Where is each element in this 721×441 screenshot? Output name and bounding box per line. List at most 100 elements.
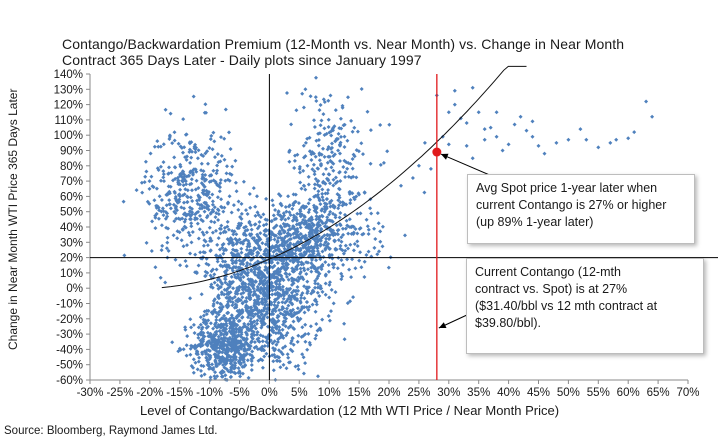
data-point — [608, 140, 613, 145]
callout-contango-line-3: ($31.40/bbl vs 12 mth contract at — [475, 299, 658, 313]
data-point — [305, 289, 310, 294]
data-point — [215, 195, 220, 200]
data-point — [261, 334, 265, 339]
data-point — [290, 258, 295, 263]
data-point — [296, 260, 300, 265]
data-point — [155, 139, 160, 144]
data-point — [227, 284, 232, 289]
data-point — [305, 347, 310, 352]
data-point — [241, 360, 246, 364]
data-point — [280, 300, 285, 305]
data-point — [269, 260, 274, 265]
data-point — [303, 339, 308, 344]
data-point — [213, 155, 217, 160]
data-point — [338, 151, 342, 156]
data-point — [223, 259, 228, 264]
data-point — [187, 150, 192, 154]
data-point — [329, 133, 334, 138]
data-point — [196, 335, 201, 340]
data-point — [341, 262, 346, 267]
data-point — [145, 199, 150, 204]
data-point — [328, 199, 333, 204]
data-point — [386, 265, 391, 270]
data-point — [255, 330, 260, 335]
data-point — [215, 374, 220, 379]
x-tick-label: 35% — [467, 387, 490, 399]
data-point — [296, 275, 301, 280]
data-point — [262, 293, 266, 298]
data-point — [242, 352, 246, 357]
data-point — [249, 307, 254, 312]
data-point — [311, 265, 316, 269]
data-point — [288, 323, 293, 328]
data-point — [321, 255, 326, 259]
data-point — [255, 321, 259, 326]
data-point — [316, 282, 320, 286]
data-point — [290, 206, 295, 211]
data-point — [399, 183, 403, 188]
data-point — [314, 214, 319, 219]
data-point — [277, 269, 282, 274]
data-point — [366, 249, 371, 254]
data-point — [212, 205, 217, 210]
data-point — [482, 137, 487, 142]
x-tick-label: 25% — [407, 387, 430, 399]
data-point — [164, 203, 169, 208]
data-point — [214, 267, 219, 272]
data-point — [302, 204, 307, 209]
data-point — [317, 294, 322, 298]
data-point — [189, 240, 194, 245]
data-point — [275, 239, 280, 244]
data-point — [403, 233, 407, 238]
data-point — [352, 154, 357, 159]
data-point — [333, 238, 337, 243]
data-point — [210, 147, 215, 152]
data-point — [312, 118, 316, 123]
data-point — [422, 190, 427, 195]
data-point — [335, 266, 340, 271]
data-point — [358, 211, 363, 216]
data-point — [239, 211, 244, 216]
data-point — [464, 143, 469, 148]
data-point — [202, 334, 207, 339]
data-point — [314, 210, 319, 215]
callout-contango-line-2: contract vs. Spot) is at 27% — [475, 282, 628, 296]
data-point — [247, 279, 252, 284]
data-point — [464, 121, 469, 125]
data-point — [198, 206, 202, 211]
data-point — [165, 214, 170, 219]
data-point — [164, 192, 169, 197]
data-point — [193, 252, 198, 257]
data-point — [246, 239, 251, 243]
data-point — [247, 192, 252, 196]
data-point — [470, 85, 475, 90]
data-point — [209, 344, 214, 349]
data-point — [193, 187, 198, 192]
data-point — [284, 261, 289, 265]
data-point — [328, 280, 332, 285]
data-point — [253, 326, 258, 331]
data-point — [219, 197, 224, 202]
data-point — [213, 330, 218, 335]
data-point — [542, 151, 547, 156]
data-point — [154, 203, 159, 208]
data-point — [216, 293, 221, 298]
data-point — [315, 269, 320, 274]
data-point — [195, 156, 200, 161]
data-point — [323, 191, 328, 196]
data-point — [239, 341, 244, 346]
data-point — [337, 193, 342, 198]
data-point — [288, 360, 293, 365]
data-point — [230, 300, 235, 305]
data-point — [284, 223, 288, 228]
data-point — [207, 339, 212, 344]
data-point — [249, 324, 254, 329]
y-tick-label: -60% — [56, 375, 83, 387]
data-point — [283, 217, 288, 222]
data-point — [333, 175, 338, 180]
data-point — [210, 362, 215, 367]
data-point — [256, 270, 261, 275]
data-point — [203, 322, 208, 327]
data-point — [236, 366, 241, 371]
data-point — [234, 303, 239, 308]
